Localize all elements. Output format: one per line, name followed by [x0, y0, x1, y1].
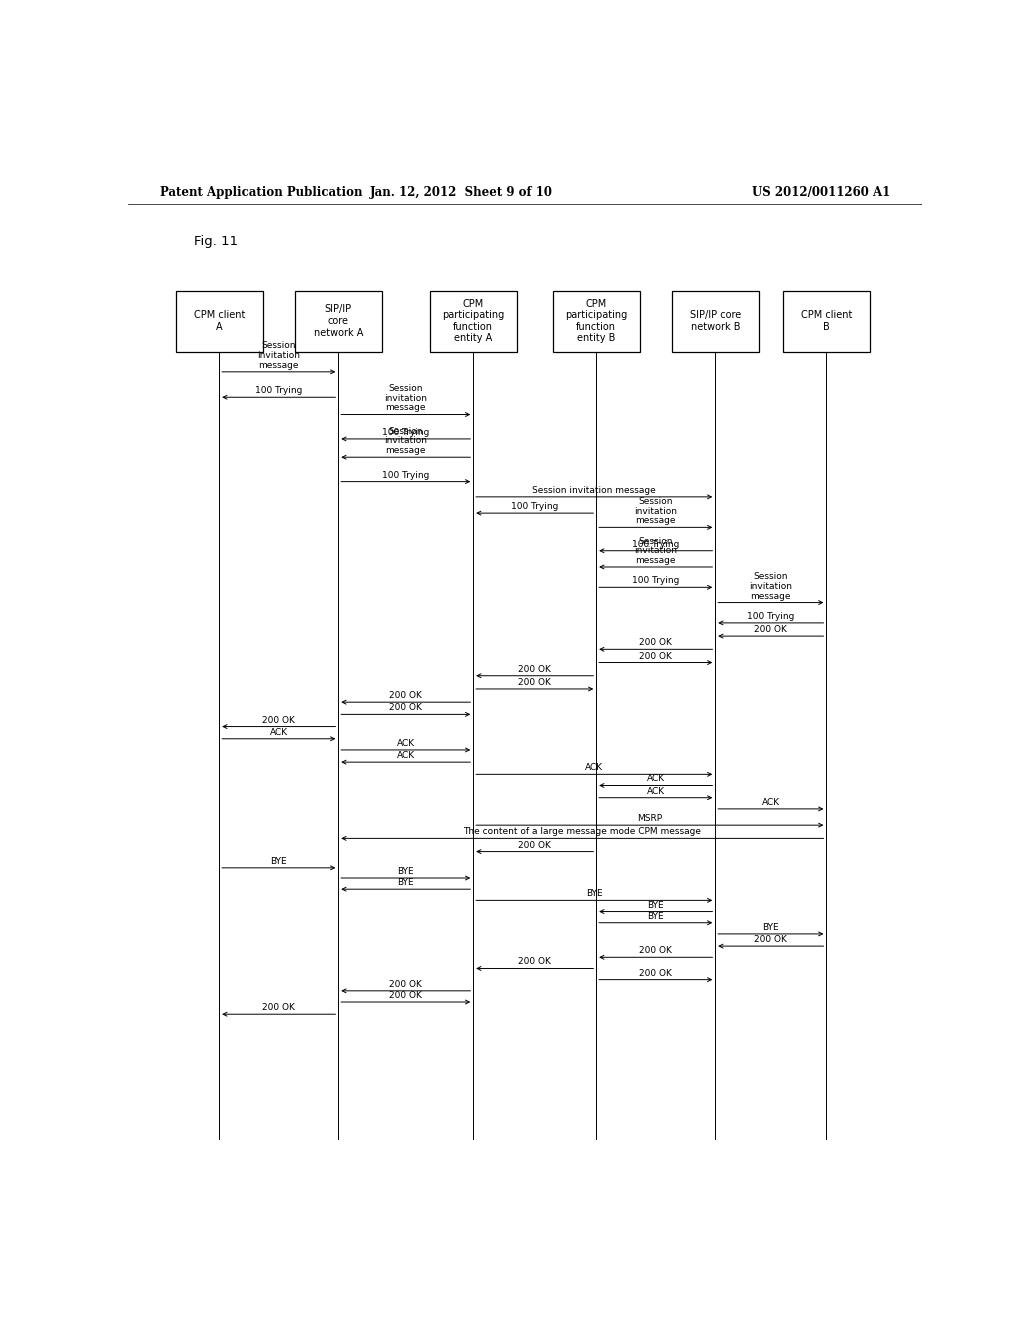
Text: Session
invitation
message: Session invitation message: [384, 426, 427, 455]
Text: 200 OK: 200 OK: [518, 678, 551, 686]
Text: CPM
participating
function
entity B: CPM participating function entity B: [565, 298, 628, 343]
Text: SIP/IP core
network B: SIP/IP core network B: [689, 310, 741, 331]
Text: Session
invitation
message: Session invitation message: [384, 384, 427, 412]
Text: SIP/IP
core
network A: SIP/IP core network A: [313, 305, 362, 338]
Text: 200 OK: 200 OK: [389, 991, 422, 1001]
FancyBboxPatch shape: [430, 290, 517, 351]
Text: CPM client
A: CPM client A: [194, 310, 245, 331]
Text: 200 OK: 200 OK: [262, 715, 295, 725]
Text: CPM client
B: CPM client B: [801, 310, 852, 331]
Text: Session
invitation
message: Session invitation message: [634, 536, 677, 565]
Text: Session invitation message: Session invitation message: [532, 486, 656, 495]
Text: US 2012/0011260 A1: US 2012/0011260 A1: [752, 186, 890, 199]
FancyBboxPatch shape: [782, 290, 870, 351]
Text: 200 OK: 200 OK: [755, 626, 787, 634]
Text: BYE: BYE: [397, 867, 414, 876]
Text: MSRP: MSRP: [637, 814, 663, 824]
Text: 100 Trying: 100 Trying: [382, 471, 429, 479]
Text: ACK: ACK: [269, 727, 288, 737]
Text: BYE: BYE: [397, 878, 414, 887]
Text: BYE: BYE: [763, 923, 779, 932]
Text: BYE: BYE: [270, 857, 287, 866]
Text: 100 Trying: 100 Trying: [632, 540, 680, 549]
Text: 200 OK: 200 OK: [639, 946, 672, 956]
Text: ACK: ACK: [647, 775, 665, 784]
Text: ACK: ACK: [762, 797, 780, 807]
Text: BYE: BYE: [647, 900, 664, 909]
Text: 100 Trying: 100 Trying: [382, 428, 429, 437]
Text: Session
invitation
message: Session invitation message: [634, 496, 677, 525]
Text: BYE: BYE: [586, 890, 602, 899]
Text: Session
invitation
message: Session invitation message: [750, 572, 793, 601]
Text: ACK: ACK: [396, 751, 415, 760]
Text: 100 Trying: 100 Trying: [511, 502, 558, 511]
Text: ACK: ACK: [585, 763, 603, 772]
Text: 200 OK: 200 OK: [755, 935, 787, 944]
Text: 100 Trying: 100 Trying: [632, 577, 680, 585]
Text: Patent Application Publication: Patent Application Publication: [160, 186, 362, 199]
Text: 200 OK: 200 OK: [389, 704, 422, 713]
Text: 200 OK: 200 OK: [518, 841, 551, 850]
Text: 200 OK: 200 OK: [389, 692, 422, 700]
Text: The content of a large message mode CPM message: The content of a large message mode CPM …: [463, 828, 701, 837]
Text: 200 OK: 200 OK: [518, 665, 551, 673]
Text: 100 Trying: 100 Trying: [255, 387, 302, 395]
Text: Jan. 12, 2012  Sheet 9 of 10: Jan. 12, 2012 Sheet 9 of 10: [370, 186, 553, 199]
Text: 200 OK: 200 OK: [639, 969, 672, 978]
Text: 200 OK: 200 OK: [262, 1003, 295, 1012]
Text: BYE: BYE: [647, 912, 664, 921]
FancyBboxPatch shape: [176, 290, 263, 351]
Text: 200 OK: 200 OK: [389, 979, 422, 989]
FancyBboxPatch shape: [295, 290, 382, 351]
Text: 200 OK: 200 OK: [518, 957, 551, 966]
Text: ACK: ACK: [396, 739, 415, 748]
Text: 200 OK: 200 OK: [639, 652, 672, 660]
FancyBboxPatch shape: [553, 290, 640, 351]
Text: Fig. 11: Fig. 11: [194, 235, 238, 248]
Text: 100 Trying: 100 Trying: [748, 612, 795, 620]
Text: Session
invitation
message: Session invitation message: [257, 342, 300, 370]
Text: ACK: ACK: [647, 787, 665, 796]
FancyBboxPatch shape: [672, 290, 759, 351]
Text: CPM
participating
function
entity A: CPM participating function entity A: [442, 298, 505, 343]
Text: 200 OK: 200 OK: [639, 639, 672, 647]
